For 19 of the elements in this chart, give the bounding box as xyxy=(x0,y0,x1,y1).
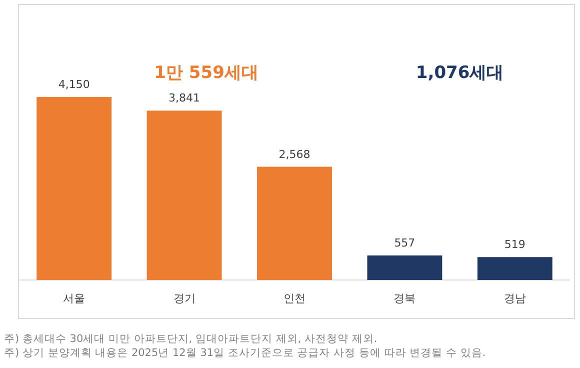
data-label: 2,568 xyxy=(278,148,310,161)
text: 주) 총세대수 30세대 미만 아파트단지, 임대아파트단지 제외, 사전청약 제외. xyxy=(4,333,378,345)
x-tick-label: 서울 xyxy=(63,292,86,305)
text: 1,076세대 xyxy=(416,63,504,83)
bar xyxy=(146,110,222,280)
data-label: 557 xyxy=(394,236,416,250)
bar xyxy=(36,97,112,280)
bar xyxy=(367,255,442,280)
x-tick-label: 인천 xyxy=(284,292,306,305)
data-label: 4,150 xyxy=(58,78,90,91)
text: 주) 상기 분양계획 내용은 2025년 12월 31일 조사기준으로 공급자 사정 등에 따라 변경될 수 있음. xyxy=(4,347,486,359)
data-label: 519 xyxy=(504,238,526,252)
x-tick-label: 경북 xyxy=(394,292,416,305)
bar xyxy=(477,257,552,280)
data-label: 3,841 xyxy=(168,92,200,105)
text: 1만 559세대 xyxy=(154,63,258,83)
x-tick-label: 경기 xyxy=(173,292,196,305)
bar xyxy=(257,166,332,280)
x-tick-label: 경남 xyxy=(504,292,526,305)
